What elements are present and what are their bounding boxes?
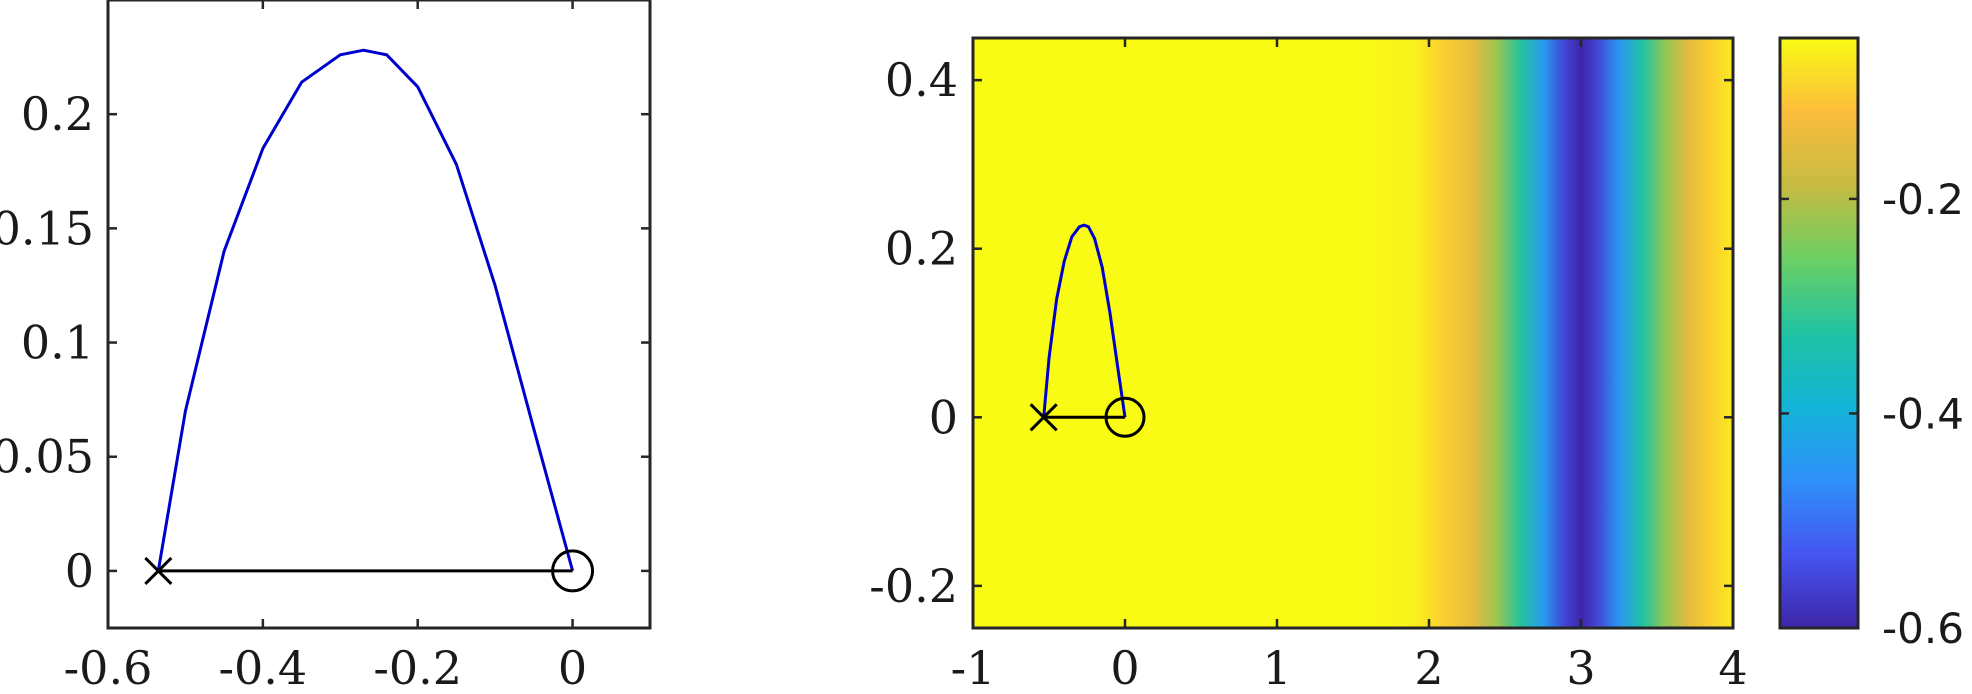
right-xtick-label: 4 (1718, 641, 1747, 694)
right-plot-area (1029, 223, 1146, 438)
right-xtick-label: 1 (1262, 641, 1291, 694)
left-ytick-label: 0.2 (21, 87, 94, 141)
right-xtick-label: 0 (1110, 641, 1139, 694)
right-ytick-label: 0.4 (885, 53, 958, 107)
left-ytick-label: 0.15 (0, 201, 94, 255)
left-end-marker (551, 549, 595, 593)
left-ytick-label: 0.1 (21, 316, 94, 370)
right-xtick-label: -1 (951, 641, 996, 694)
right-panel: -1 0 1 2 3 4 -0.2 0 0.2 0.4 (869, 36, 1748, 694)
left-xtick-label: 0 (558, 641, 587, 694)
colorbar-gradient (1780, 38, 1858, 628)
left-panel: -0.6 -0.4 -0.2 0 0 0.05 0.1 0.15 0.2 (0, 0, 652, 694)
left-ytick-label: 0.05 (0, 430, 94, 484)
right-xtick-label: 2 (1414, 641, 1443, 694)
right-end-marker (1104, 396, 1146, 438)
colorbar-tick-label: -0.6 (1882, 604, 1964, 653)
right-ytick-label: -0.2 (869, 559, 958, 613)
heatmap-field (973, 38, 1733, 628)
colorbar-tick-labels: -0.6 -0.4 -0.2 (1882, 175, 1964, 653)
left-xtick-label: -0.4 (219, 641, 308, 694)
left-tick-labels: -0.6 -0.4 -0.2 0 0 0.05 0.1 0.15 0.2 (0, 87, 587, 694)
colorbar-tick-label: -0.2 (1882, 175, 1964, 224)
left-xtick-label: -0.6 (64, 641, 153, 694)
colorbar-frame (1778, 36, 1860, 630)
right-ytick-label: 0 (929, 390, 958, 444)
right-ytick-label: 0.2 (885, 222, 958, 276)
right-start-marker (1029, 403, 1058, 432)
left-xtick-label: -0.2 (373, 641, 462, 694)
left-curve (156, 48, 575, 572)
right-tick-labels: -1 0 1 2 3 4 -0.2 0 0.2 0.4 (869, 53, 1747, 694)
left-ytick-label: 0 (65, 544, 94, 598)
left-plot-area (144, 48, 595, 593)
left-axes-frame (106, 0, 652, 630)
right-curve (1042, 223, 1127, 418)
right-axes-frame (971, 36, 1735, 630)
left-start-marker (144, 556, 173, 585)
colorbar: -0.6 -0.4 -0.2 (1778, 36, 1964, 653)
right-xtick-label: 3 (1566, 641, 1595, 694)
left-ticks (106, 0, 650, 628)
colorbar-tick-label: -0.4 (1882, 389, 1964, 438)
